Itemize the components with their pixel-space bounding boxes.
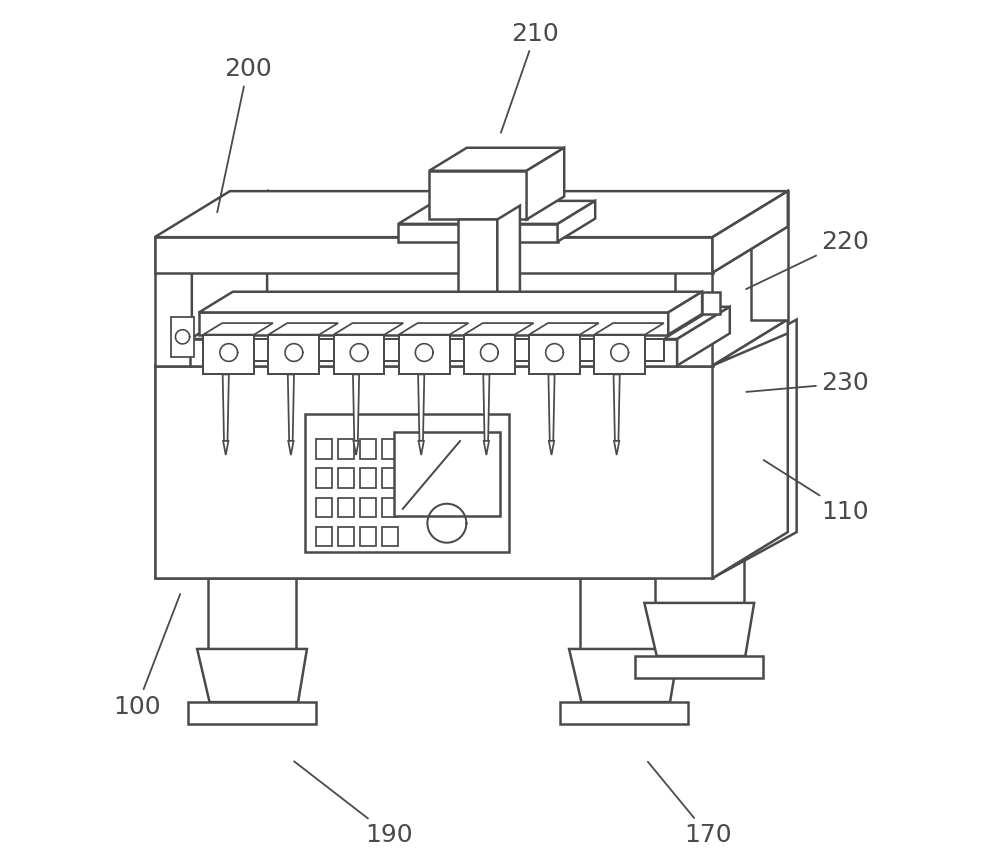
- Polygon shape: [199, 292, 702, 313]
- Polygon shape: [288, 441, 294, 455]
- Text: 230: 230: [746, 372, 869, 396]
- Polygon shape: [203, 323, 273, 334]
- Polygon shape: [155, 365, 713, 578]
- Polygon shape: [464, 323, 534, 334]
- Polygon shape: [529, 323, 599, 334]
- Polygon shape: [360, 498, 376, 517]
- Polygon shape: [316, 439, 332, 459]
- Polygon shape: [713, 320, 788, 365]
- Polygon shape: [382, 468, 398, 488]
- Polygon shape: [399, 323, 468, 334]
- Polygon shape: [614, 374, 620, 441]
- Polygon shape: [398, 224, 558, 242]
- Polygon shape: [334, 334, 384, 374]
- Polygon shape: [360, 527, 376, 546]
- Polygon shape: [268, 323, 338, 334]
- Polygon shape: [338, 498, 354, 517]
- Polygon shape: [223, 441, 228, 455]
- Polygon shape: [655, 532, 744, 603]
- Polygon shape: [382, 527, 398, 546]
- Polygon shape: [360, 468, 376, 488]
- Polygon shape: [334, 323, 403, 334]
- Text: 110: 110: [764, 460, 869, 524]
- Polygon shape: [569, 649, 679, 702]
- Text: 210: 210: [501, 22, 559, 133]
- Polygon shape: [484, 441, 489, 455]
- Polygon shape: [702, 292, 720, 314]
- Polygon shape: [382, 439, 398, 459]
- Polygon shape: [429, 171, 527, 219]
- Polygon shape: [594, 323, 664, 334]
- Polygon shape: [713, 320, 788, 578]
- Polygon shape: [668, 292, 702, 334]
- Polygon shape: [497, 206, 520, 321]
- Polygon shape: [713, 191, 788, 273]
- Polygon shape: [529, 334, 580, 374]
- Text: 190: 190: [294, 761, 413, 847]
- Polygon shape: [155, 191, 788, 238]
- Polygon shape: [399, 334, 450, 374]
- Polygon shape: [197, 649, 307, 702]
- Polygon shape: [548, 374, 555, 441]
- Polygon shape: [549, 441, 554, 455]
- Polygon shape: [188, 702, 316, 724]
- Polygon shape: [155, 238, 192, 365]
- Polygon shape: [713, 320, 788, 578]
- Polygon shape: [594, 334, 645, 374]
- Polygon shape: [316, 527, 332, 546]
- Polygon shape: [338, 527, 354, 546]
- Polygon shape: [190, 339, 677, 365]
- Text: 100: 100: [113, 594, 180, 719]
- Polygon shape: [558, 200, 595, 242]
- Polygon shape: [190, 307, 730, 339]
- Text: 220: 220: [746, 230, 869, 289]
- Polygon shape: [458, 219, 497, 321]
- Polygon shape: [353, 374, 359, 441]
- Polygon shape: [614, 441, 619, 455]
- Polygon shape: [360, 439, 376, 459]
- Polygon shape: [208, 578, 296, 649]
- Polygon shape: [580, 578, 668, 649]
- Polygon shape: [155, 238, 713, 273]
- Polygon shape: [268, 334, 319, 374]
- Polygon shape: [560, 702, 688, 724]
- Polygon shape: [316, 498, 332, 517]
- Polygon shape: [338, 439, 354, 459]
- Polygon shape: [382, 498, 398, 517]
- Polygon shape: [203, 334, 254, 374]
- Polygon shape: [398, 200, 595, 224]
- Polygon shape: [483, 374, 489, 441]
- Polygon shape: [419, 441, 424, 455]
- Polygon shape: [155, 320, 788, 365]
- Polygon shape: [353, 441, 359, 455]
- Polygon shape: [644, 603, 754, 656]
- Polygon shape: [713, 191, 788, 365]
- Text: 200: 200: [217, 57, 271, 213]
- Polygon shape: [203, 339, 664, 361]
- Polygon shape: [713, 191, 788, 273]
- Polygon shape: [338, 468, 354, 488]
- Polygon shape: [677, 307, 730, 365]
- Polygon shape: [316, 468, 332, 488]
- Polygon shape: [171, 317, 194, 357]
- Polygon shape: [675, 238, 713, 365]
- Polygon shape: [394, 432, 500, 516]
- Polygon shape: [464, 334, 515, 374]
- Polygon shape: [199, 313, 668, 334]
- Polygon shape: [155, 365, 713, 578]
- Polygon shape: [635, 656, 763, 678]
- Polygon shape: [288, 374, 294, 441]
- Polygon shape: [305, 415, 509, 551]
- Polygon shape: [155, 320, 788, 365]
- Polygon shape: [192, 191, 267, 365]
- Polygon shape: [751, 191, 788, 320]
- Polygon shape: [429, 148, 564, 171]
- Polygon shape: [418, 374, 424, 441]
- Text: 170: 170: [648, 762, 732, 847]
- Polygon shape: [527, 148, 564, 219]
- Polygon shape: [223, 374, 229, 441]
- Polygon shape: [713, 320, 797, 578]
- Polygon shape: [203, 314, 705, 339]
